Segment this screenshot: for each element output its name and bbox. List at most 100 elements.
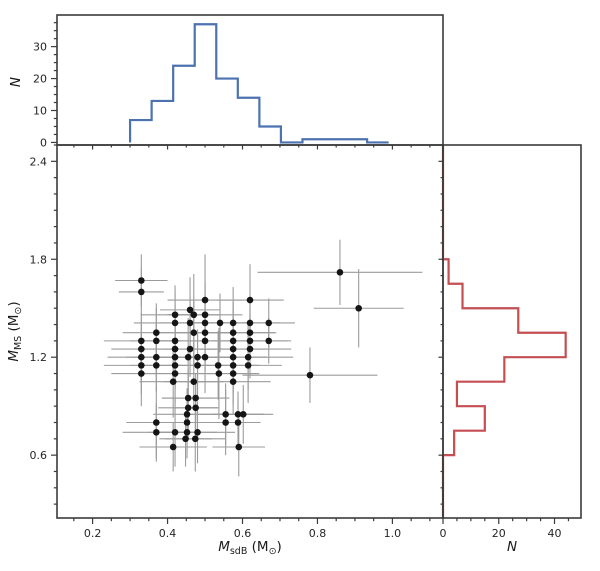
scatter-point	[229, 319, 237, 327]
scatter-point	[171, 337, 179, 345]
scatter-point	[190, 329, 198, 337]
scatter-point	[138, 288, 145, 296]
axis-labels: MsdB​ (M⊙​) MMS​ (M⊙​) N N	[6, 77, 517, 557]
scatter-point	[153, 337, 160, 345]
scatter-point	[201, 353, 209, 361]
scatter-point	[201, 319, 209, 327]
scatter-point	[186, 306, 194, 314]
scatter-point	[229, 329, 237, 337]
scatter-point	[171, 345, 179, 353]
scatter-point	[194, 362, 201, 369]
scatter-point	[229, 337, 237, 345]
scatter-point	[244, 353, 252, 361]
scatter-point	[229, 353, 237, 361]
scatter-point	[190, 311, 198, 319]
scatter-point	[306, 371, 314, 379]
scatter-point	[336, 269, 344, 276]
right-hist-xlabel: N	[507, 539, 517, 555]
scatter-point	[265, 337, 273, 345]
scatter-point	[171, 311, 179, 319]
axis-tick-label: 0	[40, 136, 47, 149]
scatter-point	[138, 362, 145, 369]
axis-tick-label: 1.0	[384, 527, 402, 540]
axis-tick-label: 0.8	[309, 527, 327, 540]
scatter-point	[186, 345, 194, 353]
scatter-point	[171, 362, 179, 369]
scatter-point	[169, 378, 177, 385]
scatter-point	[138, 370, 145, 377]
scatter-point	[234, 411, 242, 418]
axis-tick-label: 0	[440, 527, 447, 540]
axis-tick-label: 20	[492, 527, 506, 540]
scatter-point	[184, 353, 192, 361]
axis-tick-label: 2.4	[30, 155, 48, 168]
scatter-point	[229, 378, 237, 385]
scatter-point	[216, 319, 224, 327]
scatter-point	[192, 394, 199, 402]
scatter-point	[171, 428, 179, 436]
y-axis-label: MMS​ (M⊙​)	[6, 301, 24, 361]
scatter-point	[138, 337, 145, 345]
scatter-point	[229, 345, 237, 353]
scatter-point	[191, 435, 199, 443]
scatter-point	[201, 311, 209, 319]
scatter-point	[234, 419, 242, 426]
scatter-point	[153, 428, 160, 436]
scatter-point	[183, 428, 191, 436]
scatter-point	[171, 370, 179, 377]
scatter-point	[235, 443, 243, 451]
scatter-point	[183, 419, 191, 426]
scatter-point	[229, 370, 237, 377]
top-histogram-panel	[128, 23, 389, 144]
scatter-point	[239, 411, 247, 418]
scatter-point	[201, 337, 209, 345]
scatter-point	[192, 404, 199, 412]
scatter-panel	[103, 239, 423, 477]
axis-tick-label: 40	[548, 527, 562, 540]
axis-tick-label: 20	[33, 73, 47, 86]
top-hist-ylabel: N	[8, 77, 24, 87]
scatter-point	[194, 428, 201, 436]
axis-tick-label: 1.2	[30, 351, 48, 364]
scatter-point	[355, 304, 362, 312]
scatter-point	[246, 337, 254, 345]
scatter-point	[186, 319, 194, 327]
axes-ticks: 0.2 0.4 0.6 0.8 1.0 0.6 1.2 1.8 2.4 0 10 20 30 0 20 40	[30, 22, 570, 540]
scatter-point	[246, 329, 254, 337]
axis-tick-label: 0.2	[84, 527, 102, 540]
scatter-point	[214, 362, 222, 369]
axis-tick-label: 10	[33, 105, 47, 118]
scatter-point	[229, 362, 237, 369]
scatter-point	[215, 370, 223, 377]
right-panel-border	[442, 144, 582, 519]
scatter-point	[171, 353, 179, 361]
scatter-point	[138, 353, 145, 361]
axis-tick-label: 0.6	[234, 527, 252, 540]
scatter-point	[222, 419, 229, 426]
scatter-point	[153, 419, 160, 426]
scatter-point	[169, 443, 177, 451]
scatter-point	[183, 411, 191, 418]
scatter-point	[153, 353, 160, 361]
scatter-point	[244, 362, 252, 369]
scatter-point	[190, 378, 198, 385]
scatter-point	[246, 296, 254, 304]
scatter-point	[171, 319, 179, 327]
scatter-point	[138, 277, 145, 284]
scatter-point	[138, 345, 145, 353]
scatter-point	[222, 411, 229, 418]
x-axis-label: MsdB​ (M⊙​)	[218, 539, 282, 557]
scatter-point	[184, 394, 192, 402]
scatter-point	[194, 353, 201, 361]
right-histogram-panel	[441, 145, 567, 518]
scatter-point	[184, 404, 192, 412]
scatter-point	[201, 329, 209, 337]
axis-tick-label: 30	[33, 41, 47, 54]
axis-tick-label: 1.8	[30, 253, 48, 266]
scatter-point	[246, 319, 254, 327]
scatter-point	[201, 296, 209, 304]
scatter-point	[153, 329, 160, 337]
